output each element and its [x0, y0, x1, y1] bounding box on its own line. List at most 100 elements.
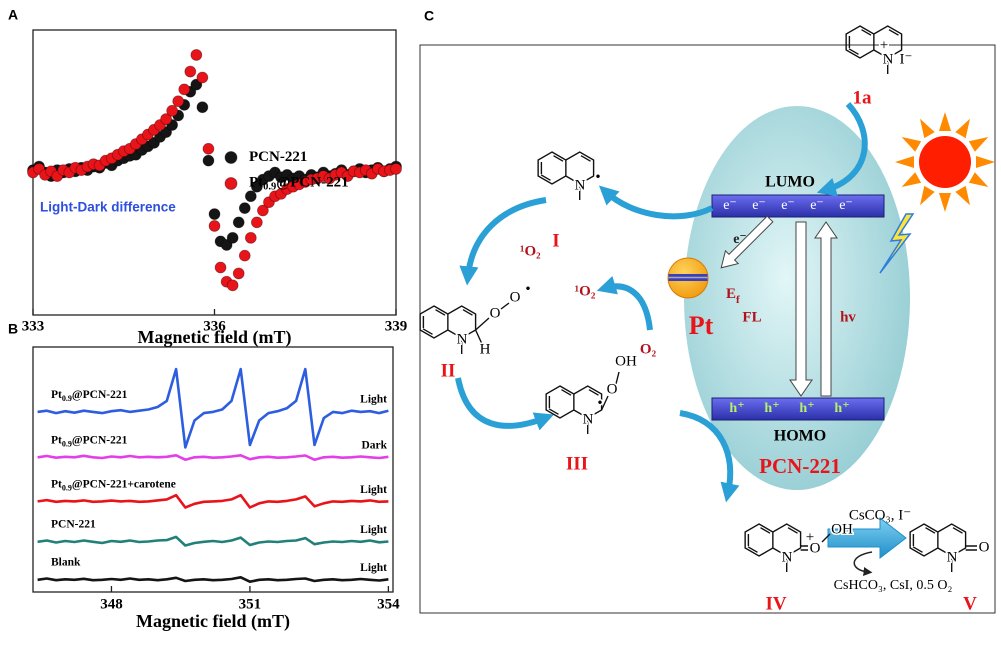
atom: +	[880, 37, 888, 53]
data-point	[232, 267, 245, 280]
bonds	[600, 371, 620, 411]
data-point	[214, 261, 227, 274]
molecule-label: II	[441, 360, 456, 381]
legend-marker	[224, 177, 238, 190]
hole: h⁺	[834, 401, 849, 416]
data-point	[226, 231, 239, 244]
fermi-label: Ef	[726, 286, 740, 305]
atom: O	[607, 381, 618, 397]
x-tick-label: 348	[100, 596, 123, 612]
hv-arrow	[814, 221, 838, 397]
legend-label: PCN-221	[249, 149, 307, 165]
homo-band	[711, 397, 885, 421]
trace-label: Blank	[51, 556, 81, 568]
trace	[37, 493, 389, 509]
framework-label: PCN-221	[759, 454, 841, 478]
label-part: Pt	[51, 478, 62, 490]
atom: O	[979, 539, 990, 555]
homo-label: HOMO	[774, 428, 826, 445]
label-part: @PCN-221	[72, 389, 128, 401]
atom: O	[510, 289, 521, 305]
reagent-below: CsHCO₃, CsI, 0.5 O₂	[834, 578, 953, 593]
molecule-label: 1a	[853, 87, 873, 108]
atom: OH	[615, 353, 637, 369]
x-tick-label: 333	[22, 318, 45, 334]
data-point	[160, 113, 173, 125]
label-part: Pt	[249, 175, 263, 191]
atom: •	[597, 395, 602, 411]
label-part: Pt	[51, 434, 62, 446]
sun	[919, 136, 971, 188]
atom: H	[480, 341, 491, 357]
data-point	[208, 208, 221, 220]
data-point	[178, 83, 191, 96]
trace-label: Pt0.9@PCN-221	[51, 434, 128, 448]
trace-label: PCN-221	[51, 518, 96, 530]
label-part: @PCN-221	[276, 175, 348, 191]
sun-rays	[895, 112, 995, 212]
condition-label: Dark	[361, 439, 387, 451]
fl-arrow	[789, 221, 813, 397]
data-point	[172, 95, 185, 108]
hole: h⁺	[799, 401, 814, 416]
x-tick-label: 336	[203, 318, 226, 334]
atom: +	[806, 529, 814, 545]
hole: h⁺	[764, 401, 779, 416]
electron: e⁻	[752, 198, 766, 213]
atom: N	[457, 331, 468, 347]
flow-arrow	[816, 101, 868, 197]
trace	[37, 576, 389, 583]
trace-label: Pt0.9@PCN-221	[51, 389, 128, 403]
data-point	[256, 204, 269, 217]
data-point	[390, 163, 402, 175]
condition-label: Light	[360, 562, 387, 574]
data-point	[232, 216, 245, 229]
electron: e⁻	[810, 198, 824, 213]
data-point	[196, 101, 209, 114]
lightning	[879, 213, 915, 274]
trace	[37, 454, 389, 461]
atom: O	[810, 540, 821, 556]
transfer-label: e⁻	[733, 232, 747, 247]
molecule-label: V	[963, 593, 977, 614]
oxygen-step: ¹O₂	[520, 243, 541, 259]
flow-arrow	[455, 377, 554, 431]
pt-label: Pt	[689, 311, 714, 340]
atom: N	[782, 549, 793, 565]
label-part: 0.9	[62, 483, 72, 492]
trace	[37, 535, 389, 547]
x-tick-label: 354	[377, 596, 400, 612]
electron: e⁻	[723, 198, 737, 213]
fl-label: FL	[742, 309, 761, 325]
molecule-label: IV	[765, 593, 786, 614]
flow-arrow	[459, 197, 547, 286]
flow-arrow	[596, 276, 653, 331]
bonds	[474, 302, 510, 345]
x-tick-label: 339	[385, 318, 408, 334]
label-part: 0.9	[62, 394, 72, 403]
flow-arrow	[598, 185, 714, 220]
data-point	[244, 231, 257, 244]
label-part: 0.9	[62, 439, 72, 448]
atom: N	[575, 177, 586, 193]
legend-marker	[224, 151, 238, 164]
hole: h⁺	[729, 401, 744, 416]
condition-label: Light	[360, 393, 387, 405]
data-point	[166, 104, 179, 117]
bonds	[965, 545, 977, 551]
bonds	[800, 533, 831, 551]
panel-label: A	[8, 7, 18, 23]
data-point	[202, 154, 215, 167]
lumo-band	[711, 194, 885, 218]
molecule-label: III	[566, 453, 588, 474]
reagent-above: CsCO₃, I⁻	[849, 507, 911, 523]
flow-arrow	[679, 410, 740, 503]
data-point	[184, 65, 197, 78]
electron: e⁻	[781, 198, 795, 213]
panel-label: B	[8, 321, 18, 337]
fermi-sub: f	[736, 294, 740, 306]
data-point	[190, 49, 203, 61]
atom: N	[947, 549, 958, 565]
reaction-arrow	[827, 516, 907, 560]
condition-label: Light	[360, 524, 387, 536]
